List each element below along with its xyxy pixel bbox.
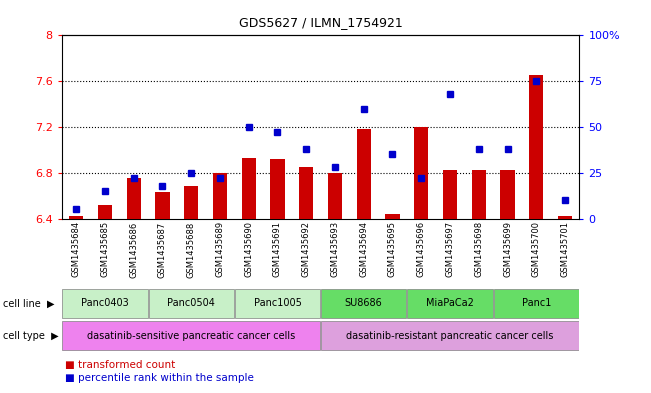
Text: Panc1: Panc1 (521, 298, 551, 309)
Bar (62, 288, 148, 318)
Bar (493, 288, 579, 318)
Bar (184, 186, 199, 219)
Text: cell line  ▶: cell line ▶ (3, 298, 55, 309)
Text: Panc1005: Panc1005 (253, 298, 301, 309)
Text: ■ transformed count: ■ transformed count (65, 360, 175, 370)
Bar (321, 321, 579, 351)
Text: dasatinib-sensitive pancreatic cancer cells: dasatinib-sensitive pancreatic cancer ce… (87, 331, 296, 341)
Bar (242, 158, 256, 219)
Text: ■ percentile rank within the sample: ■ percentile rank within the sample (65, 373, 254, 383)
Bar (529, 75, 544, 219)
Bar (148, 288, 234, 318)
Bar (270, 159, 284, 219)
Bar (357, 129, 371, 219)
Text: Panc0403: Panc0403 (81, 298, 129, 309)
Bar (443, 171, 457, 219)
Text: cell type  ▶: cell type ▶ (3, 331, 59, 341)
Bar (156, 192, 170, 219)
Bar (321, 288, 406, 318)
Bar (501, 171, 515, 219)
Bar (213, 173, 227, 219)
Text: SU8686: SU8686 (345, 298, 383, 309)
Bar (414, 127, 428, 219)
Bar (299, 167, 313, 219)
Text: GDS5627 / ILMN_1754921: GDS5627 / ILMN_1754921 (239, 16, 402, 29)
Text: MiaPaCa2: MiaPaCa2 (426, 298, 474, 309)
Bar (328, 173, 342, 219)
Bar (98, 205, 112, 219)
Bar (235, 288, 320, 318)
Bar (408, 288, 493, 318)
Bar (62, 321, 320, 351)
Bar (471, 171, 486, 219)
Bar (69, 216, 83, 219)
Text: dasatinib-resistant pancreatic cancer cells: dasatinib-resistant pancreatic cancer ce… (346, 331, 554, 341)
Bar (385, 214, 400, 219)
Bar (558, 216, 572, 219)
Bar (126, 178, 141, 219)
Text: Panc0504: Panc0504 (167, 298, 215, 309)
